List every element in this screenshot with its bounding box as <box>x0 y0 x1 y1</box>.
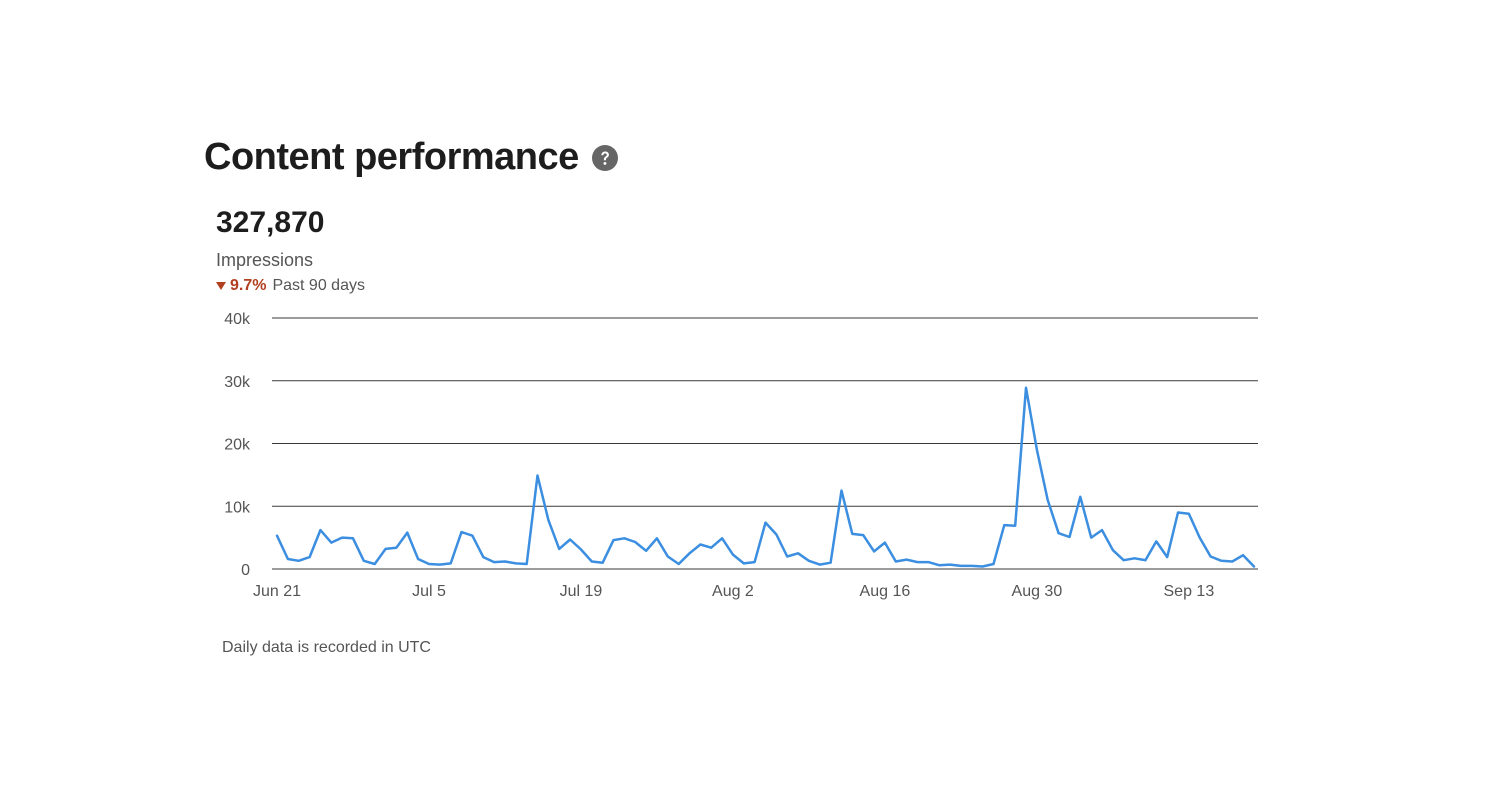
y-tick-label: 0 <box>241 562 250 579</box>
triangle-down-icon <box>216 282 226 290</box>
y-tick-label: 40k <box>224 311 251 328</box>
page-title: Content performance <box>204 136 579 178</box>
x-axis-labels: Jun 21 Jul 5 Jul 19 Aug 2 Aug 16 Aug 30 Sep 13 <box>253 583 1214 600</box>
x-tick-label: Aug 16 <box>860 583 911 600</box>
y-tick-label: 20k <box>224 437 251 454</box>
delta-row: 9.7% Past 90 days <box>216 276 365 296</box>
title-row: Content performance <box>204 136 618 178</box>
impressions-line <box>275 386 1256 568</box>
y-tick-label: 30k <box>224 374 251 391</box>
grid-lines <box>272 317 1258 570</box>
question-circle-icon[interactable] <box>591 145 618 171</box>
impressions-label: Impressions <box>216 250 314 270</box>
series-impressions <box>275 386 1256 568</box>
delta-period: Past 90 days <box>272 277 365 294</box>
delta-value: 9.7% <box>230 277 267 294</box>
x-tick-label: Aug 2 <box>712 583 754 600</box>
x-tick-label: Aug 30 <box>1012 583 1063 600</box>
impressions-total: 327,870 <box>216 206 325 239</box>
x-tick-label: Jun 21 <box>253 583 301 600</box>
footnote: Daily data is recorded in UTC <box>222 639 431 656</box>
y-tick-label: 10k <box>224 499 251 516</box>
y-axis-labels: 0 10k 20k 30k 40k <box>224 311 251 579</box>
x-tick-label: Jul 19 <box>560 583 603 600</box>
x-tick-label: Jul 5 <box>412 583 446 600</box>
x-tick-label: Sep 13 <box>1164 583 1215 600</box>
